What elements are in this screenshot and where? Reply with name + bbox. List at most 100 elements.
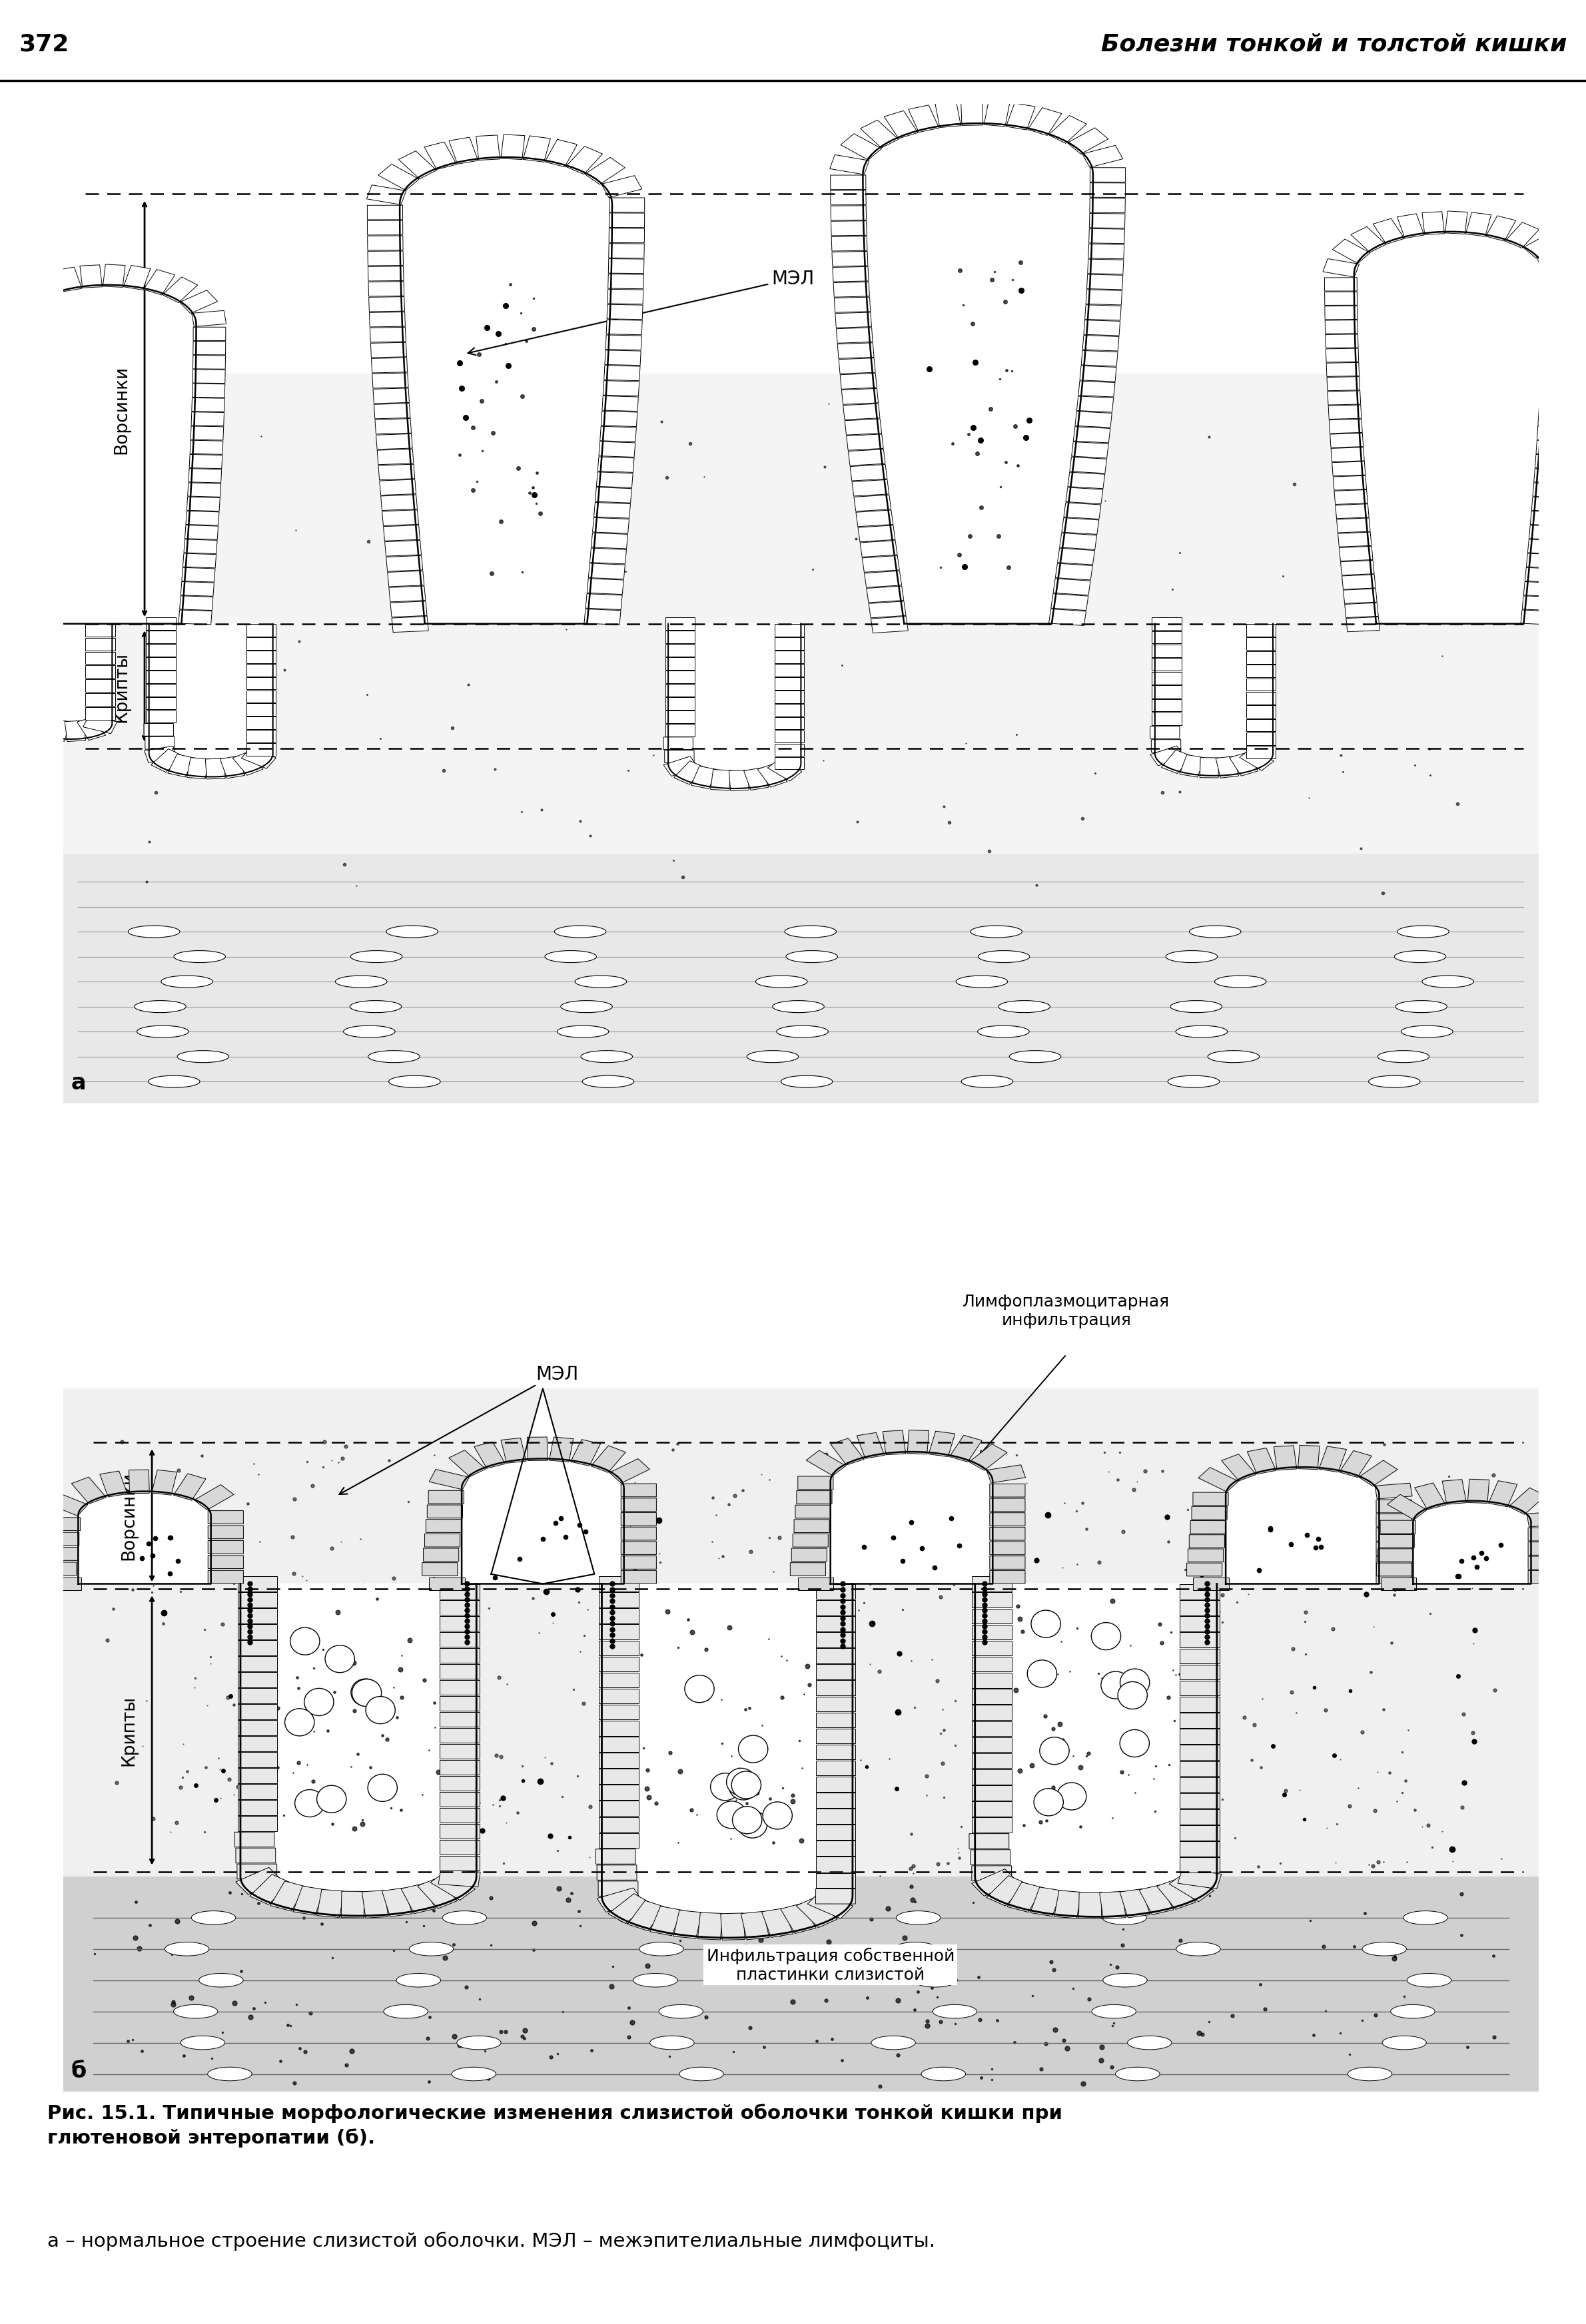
Polygon shape — [187, 483, 220, 497]
Polygon shape — [1413, 1501, 1530, 1585]
Polygon shape — [317, 1889, 344, 1917]
Ellipse shape — [1028, 1659, 1056, 1687]
Polygon shape — [795, 1506, 831, 1518]
Ellipse shape — [1407, 1973, 1451, 1987]
Polygon shape — [869, 602, 906, 618]
Polygon shape — [815, 1631, 855, 1648]
Polygon shape — [238, 1690, 278, 1703]
Polygon shape — [720, 1913, 745, 1941]
Ellipse shape — [290, 1627, 320, 1655]
Polygon shape — [377, 449, 414, 465]
Ellipse shape — [1177, 1943, 1220, 1957]
Polygon shape — [192, 370, 225, 383]
Polygon shape — [665, 697, 695, 711]
Polygon shape — [422, 1562, 457, 1576]
Polygon shape — [600, 1817, 639, 1831]
Polygon shape — [1086, 274, 1123, 290]
Polygon shape — [815, 1824, 855, 1841]
Polygon shape — [1247, 625, 1275, 637]
Polygon shape — [546, 139, 577, 167]
Polygon shape — [179, 290, 217, 314]
Polygon shape — [368, 251, 403, 267]
Polygon shape — [1151, 686, 1182, 697]
Polygon shape — [246, 730, 276, 744]
Polygon shape — [607, 1894, 652, 1924]
Polygon shape — [430, 1469, 469, 1490]
Polygon shape — [43, 1548, 78, 1562]
Polygon shape — [796, 1896, 837, 1927]
Polygon shape — [841, 135, 882, 160]
Polygon shape — [425, 142, 457, 170]
Ellipse shape — [192, 1910, 236, 1924]
Polygon shape — [990, 1485, 1025, 1497]
Ellipse shape — [555, 925, 606, 939]
Ellipse shape — [747, 1050, 798, 1062]
Ellipse shape — [128, 925, 179, 939]
Polygon shape — [1527, 1571, 1564, 1583]
Polygon shape — [1180, 1778, 1220, 1792]
Polygon shape — [815, 1601, 855, 1615]
Polygon shape — [179, 597, 213, 611]
Ellipse shape — [737, 1810, 768, 1838]
Text: Ворсинки: Ворсинки — [121, 1471, 138, 1559]
Polygon shape — [439, 1713, 479, 1727]
Polygon shape — [665, 751, 695, 762]
Polygon shape — [969, 1834, 1009, 1850]
Polygon shape — [609, 198, 644, 214]
Ellipse shape — [181, 2036, 225, 2050]
Polygon shape — [439, 1585, 479, 1599]
Polygon shape — [366, 186, 406, 205]
Ellipse shape — [658, 2006, 703, 2017]
Polygon shape — [815, 1713, 855, 1727]
Ellipse shape — [717, 1801, 747, 1829]
Polygon shape — [1345, 604, 1378, 618]
Polygon shape — [192, 383, 225, 397]
Polygon shape — [192, 397, 225, 411]
Polygon shape — [1342, 574, 1375, 590]
Polygon shape — [1535, 456, 1569, 469]
Polygon shape — [774, 730, 804, 744]
Polygon shape — [144, 725, 173, 737]
Polygon shape — [32, 272, 62, 297]
Polygon shape — [815, 1745, 855, 1759]
Polygon shape — [1180, 1841, 1220, 1857]
Polygon shape — [1339, 546, 1373, 562]
Ellipse shape — [1348, 2068, 1393, 2080]
Polygon shape — [774, 758, 804, 769]
Polygon shape — [596, 1866, 638, 1880]
Polygon shape — [146, 683, 176, 697]
Ellipse shape — [335, 976, 387, 988]
Polygon shape — [798, 1578, 833, 1590]
Polygon shape — [972, 1785, 1012, 1801]
Polygon shape — [387, 572, 423, 588]
Polygon shape — [665, 725, 695, 737]
Polygon shape — [0, 349, 22, 363]
Polygon shape — [758, 765, 787, 788]
Polygon shape — [246, 625, 276, 637]
Polygon shape — [423, 1548, 458, 1562]
Polygon shape — [29, 716, 60, 739]
Polygon shape — [836, 314, 872, 328]
Text: Крипты: Крипты — [121, 1694, 138, 1766]
Polygon shape — [374, 404, 411, 418]
Ellipse shape — [1397, 925, 1450, 939]
Text: 372: 372 — [19, 33, 70, 56]
Polygon shape — [990, 1557, 1025, 1569]
Polygon shape — [189, 469, 222, 483]
Polygon shape — [1069, 458, 1107, 474]
Polygon shape — [1523, 235, 1561, 258]
Polygon shape — [1155, 625, 1274, 776]
Ellipse shape — [165, 1943, 209, 1957]
Ellipse shape — [317, 1785, 346, 1813]
Polygon shape — [1006, 105, 1036, 130]
Polygon shape — [1542, 328, 1575, 342]
Polygon shape — [665, 672, 695, 683]
Polygon shape — [622, 1499, 657, 1511]
Polygon shape — [439, 1615, 479, 1631]
Polygon shape — [144, 737, 174, 751]
Polygon shape — [607, 274, 644, 290]
Polygon shape — [990, 1527, 1025, 1541]
Polygon shape — [909, 105, 939, 132]
Polygon shape — [193, 328, 225, 342]
Polygon shape — [8, 284, 44, 309]
